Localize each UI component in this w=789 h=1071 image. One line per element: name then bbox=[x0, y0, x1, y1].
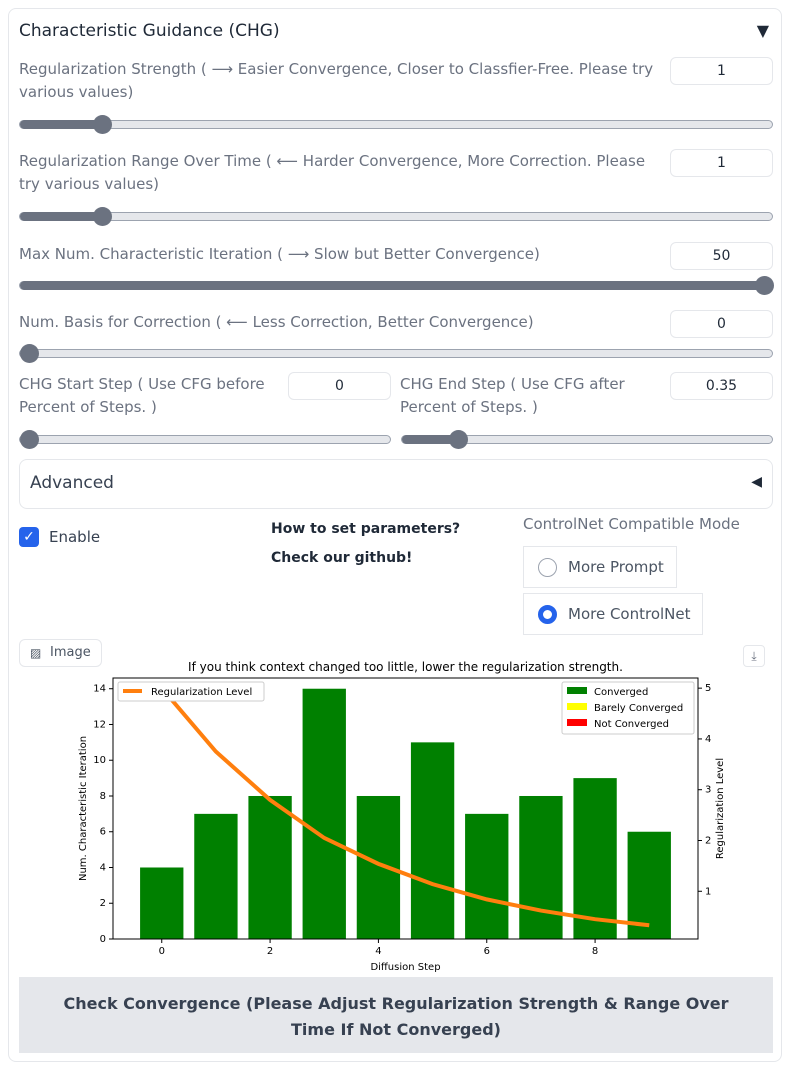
mode-label: ControlNet Compatible Mode bbox=[523, 515, 740, 533]
legend-swatch-2 bbox=[567, 719, 587, 726]
y-tick-label: 14 bbox=[93, 684, 106, 695]
image-icon: ▨ bbox=[30, 646, 42, 660]
image-label-badge: ▨ Image bbox=[19, 639, 102, 667]
y2-tick-label: 5 bbox=[705, 683, 711, 694]
bar-step-6 bbox=[465, 813, 509, 939]
start-step-input[interactable]: 0 bbox=[288, 372, 391, 400]
y-tick-label: 8 bbox=[100, 791, 106, 802]
bar-step-7 bbox=[519, 795, 563, 939]
bar-step-1 bbox=[194, 813, 238, 939]
legend-label-1: Barely Converged bbox=[594, 703, 683, 714]
end-step-label: CHG End Step ( Use CFG after Percent of … bbox=[400, 375, 625, 416]
y2-tick-label: 4 bbox=[705, 734, 711, 745]
download-icon[interactable]: ⤓ bbox=[743, 645, 765, 667]
collapse-triangle-icon[interactable]: ▼ bbox=[756, 21, 769, 40]
y-tick-label: 2 bbox=[100, 898, 106, 909]
triangle-left-icon: ◀ bbox=[751, 474, 762, 490]
reg-strength-slider[interactable] bbox=[19, 115, 773, 134]
reg-range-slider[interactable] bbox=[19, 207, 773, 226]
max-iter-label: Max Num. Characteristic Iteration ( ⟶ Sl… bbox=[19, 245, 540, 263]
panel-title: Characteristic Guidance (CHG) bbox=[19, 21, 280, 41]
start-step-slider[interactable] bbox=[19, 430, 391, 449]
radio-more-controlnet[interactable]: More ControlNet bbox=[523, 593, 703, 635]
x-tick-label: 6 bbox=[484, 946, 490, 957]
check-convergence-button[interactable]: Check Convergence (Please Adjust Regular… bbox=[19, 977, 773, 1053]
x-tick-label: 2 bbox=[267, 946, 273, 957]
enable-label: Enable bbox=[49, 528, 101, 546]
y-tick-label: 6 bbox=[100, 827, 106, 838]
chart-svg: If you think context changed too little,… bbox=[78, 660, 726, 973]
y2-axis-label: Regularization Level bbox=[715, 758, 726, 859]
x-tick-label: 0 bbox=[159, 946, 165, 957]
y-tick-label: 4 bbox=[100, 862, 106, 873]
enable-checkbox[interactable]: ✓ bbox=[19, 527, 39, 547]
radio-circle-selected bbox=[538, 605, 557, 624]
x-axis-label: Diffusion Step bbox=[370, 962, 440, 973]
advanced-label: Advanced bbox=[30, 473, 114, 493]
x-tick-label: 4 bbox=[375, 946, 381, 957]
max-iter-slider[interactable] bbox=[19, 276, 774, 295]
y-tick-label: 0 bbox=[100, 934, 106, 945]
y2-tick-label: 3 bbox=[705, 785, 711, 796]
num-basis-slider[interactable] bbox=[19, 344, 773, 363]
end-step-slider[interactable] bbox=[401, 430, 773, 449]
y-tick-label: 12 bbox=[93, 719, 106, 730]
legend-label-0: Converged bbox=[594, 687, 648, 698]
num-basis-label: Num. Basis for Correction ( ⟵ Less Corre… bbox=[19, 313, 534, 331]
num-basis-input[interactable]: 0 bbox=[670, 310, 773, 338]
start-step-label: CHG Start Step ( Use CFG before Percent … bbox=[19, 375, 265, 416]
regularization-line bbox=[160, 686, 650, 928]
y-tick-label: 10 bbox=[93, 755, 106, 766]
y-axis-label: Num. Characteristic Iteration bbox=[78, 736, 89, 881]
x-tick-label: 8 bbox=[592, 946, 598, 957]
legend-swatch-0 bbox=[567, 687, 587, 694]
radio-circle bbox=[538, 558, 557, 577]
reg-range-input[interactable]: 1 bbox=[670, 149, 773, 177]
bar-legend-box bbox=[561, 681, 695, 735]
bar-step-5 bbox=[410, 742, 455, 939]
chg-panel: Characteristic Guidance (CHG) ▼ Regulari… bbox=[8, 8, 782, 1062]
reg-range-label: Regularization Range Over Time ( ⟵ Harde… bbox=[19, 152, 646, 193]
y2-tick-label: 2 bbox=[705, 835, 711, 846]
bar-step-3 bbox=[302, 688, 346, 939]
advanced-accordion[interactable]: Advanced ◀ bbox=[19, 459, 773, 509]
end-step-input[interactable]: 0.35 bbox=[670, 372, 773, 400]
plot-frame bbox=[112, 677, 699, 940]
image-label: Image bbox=[50, 645, 91, 660]
legend-label-2: Not Converged bbox=[594, 719, 669, 730]
legend-swatch-1 bbox=[567, 703, 587, 710]
chart-title: If you think context changed too little,… bbox=[188, 660, 623, 674]
bar-step-9 bbox=[627, 831, 671, 939]
line-legend-box bbox=[117, 681, 265, 702]
reg-strength-label: Regularization Strength ( ⟶ Easier Conve… bbox=[19, 60, 654, 101]
bar-step-0 bbox=[140, 867, 184, 939]
max-iter-input[interactable]: 50 bbox=[670, 242, 773, 270]
bar-step-8 bbox=[573, 778, 617, 939]
radio-label: More Prompt bbox=[568, 558, 664, 576]
convergence-chart-block: ▨ Image ⤓ If you think context changed to… bbox=[19, 639, 773, 984]
help-text[interactable]: How to set parameters? Check our github! bbox=[271, 521, 461, 566]
radio-more-prompt[interactable]: More Prompt bbox=[523, 546, 677, 588]
y2-tick-label: 1 bbox=[705, 886, 711, 897]
radio-label: More ControlNet bbox=[568, 605, 691, 623]
line-legend-label: Regularization Level bbox=[151, 687, 252, 698]
reg-strength-input[interactable]: 1 bbox=[670, 57, 773, 85]
bar-step-2 bbox=[248, 795, 292, 939]
